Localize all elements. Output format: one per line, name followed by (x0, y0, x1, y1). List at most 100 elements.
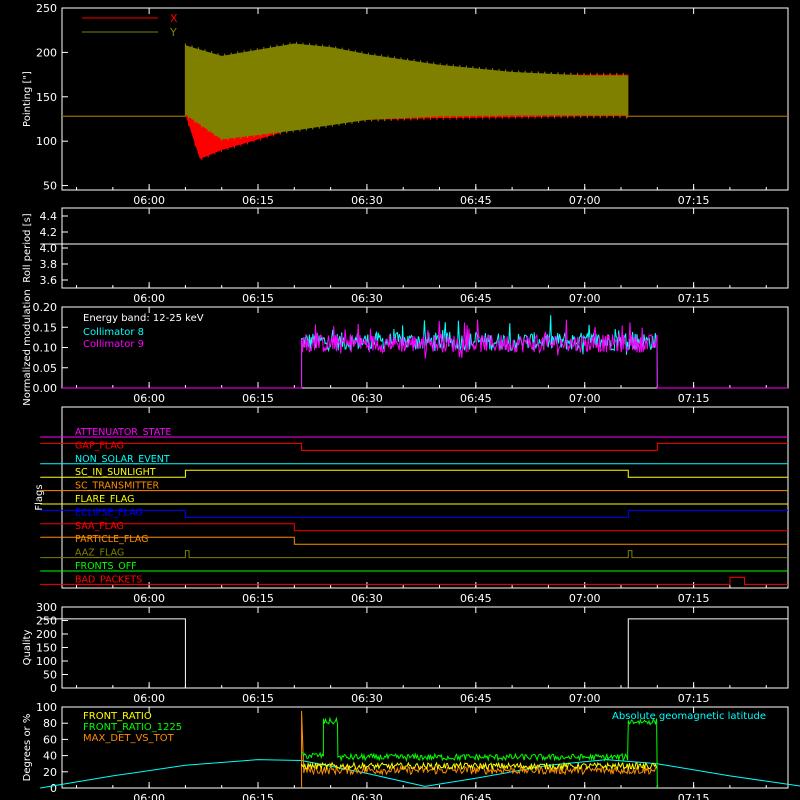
legend-label-collimator-8: Collimator 8 (83, 327, 144, 338)
quality-xtick-label: 07:15 (678, 692, 710, 705)
flag-label-aaz-flag: AAZ_FLAG (75, 548, 124, 559)
ratios-xtick-label: 07:00 (569, 792, 601, 800)
flags-xtick-label: 06:30 (351, 592, 383, 605)
ratios-ytick-label: 100 (36, 701, 57, 714)
quality-ytick-label: 100 (36, 655, 57, 668)
energy-band-annotation: Energy band: 12-25 keV (83, 313, 204, 324)
pointing-ytick-label: 250 (36, 2, 57, 15)
quality-xtick-label: 06:00 (133, 692, 165, 705)
modulation-ylabel: Normalized modulation (22, 289, 33, 406)
quality-xtick-label: 07:00 (569, 692, 601, 705)
modulation-xtick-label: 06:45 (460, 392, 492, 405)
ratios-ytick-label: 60 (43, 733, 57, 746)
legend-label-max-det-vs-tot: MAX_DET_VS_TOT (83, 733, 175, 744)
quality-xtick-label: 06:15 (242, 692, 274, 705)
series-y-line (62, 41, 788, 141)
series-front-ratio-1225 (301, 716, 658, 789)
legend-label-front-ratio-1225: FRONT_RATIO_1225 (83, 722, 182, 733)
flag-label-attenuator-state: ATTENUATOR_STATE (75, 427, 171, 438)
series-collimator-8 (62, 315, 788, 389)
roll-xtick-label: 07:00 (569, 292, 601, 305)
pointing-ytick-label: 50 (43, 180, 57, 193)
flag-label-flare-flag: FLARE_FLAG (75, 494, 135, 505)
roll-ytick-label: 4.0 (40, 242, 58, 255)
flag-particle-flag-trace (40, 536, 788, 545)
flag-sc-in-sunlight-trace (40, 469, 788, 478)
ratios-xtick-label: 06:30 (351, 792, 383, 800)
quality-ytick-label: 200 (36, 628, 57, 641)
flag-label-gap-flag: GAP_FLAG (75, 440, 124, 451)
flags-xtick-label: 06:15 (242, 592, 274, 605)
ratios-xtick-label: 07:15 (678, 792, 710, 800)
flags-xtick-label: 07:00 (569, 592, 601, 605)
modulation-ytick-label: 0.20 (33, 301, 58, 314)
pointing-ytick-label: 100 (36, 135, 57, 148)
flag-bad-packets-trace (40, 576, 788, 585)
quality-ytick-label: 0 (50, 682, 57, 695)
roll-ytick-label: 3.8 (40, 258, 58, 271)
flags-xtick-label: 06:45 (460, 592, 492, 605)
ratios-frame (61, 706, 789, 789)
quality-ytick-label: 150 (36, 642, 57, 655)
quality-ytick-label: 300 (36, 601, 57, 614)
modulation-panel: 06:00 06:15 06:30 06:45 07:00 07:15 0.00 0.05 0.… (22, 289, 789, 406)
roll-frame (61, 207, 789, 289)
roll-xtick-label: 06:00 (133, 292, 165, 305)
ratios-ytick-label: 80 (43, 717, 57, 730)
quality-xtick-label: 06:30 (351, 692, 383, 705)
quality-panel: 06:00 06:15 06:30 06:45 07:00 07:150501001502… (22, 601, 789, 705)
ratios-ytick-label: 40 (43, 750, 57, 763)
legend-label-y: Y (169, 26, 177, 39)
legend-label-x: X (170, 12, 178, 25)
roll-ytick-label: 4.2 (40, 226, 58, 239)
modulation-xtick-label: 07:15 (678, 392, 710, 405)
quality-ytick-label: 50 (43, 669, 57, 682)
roll-ytick-label: 3.6 (40, 274, 58, 287)
flag-label-non-solar-event: NON_SOLAR_EVENT (75, 454, 170, 465)
modulation-xtick-label: 06:15 (242, 392, 274, 405)
flag-label-eclipse-flag: ECLIPSE_FLAG (75, 507, 143, 518)
pointing-xtick-label: 06:15 (242, 194, 274, 207)
quality-trace (40, 618, 788, 689)
series-max-det-vs-tot (301, 711, 658, 788)
roll-xtick-label: 06:45 (460, 292, 492, 305)
modulation-xtick-label: 06:00 (133, 392, 165, 405)
modulation-ytick-label: 0.05 (33, 362, 58, 375)
quality-ylabel: Quality (22, 630, 33, 666)
flag-label-fronts-off: FRONTS_OFF (75, 561, 137, 572)
pointing-xtick-label: 06:00 (133, 194, 165, 207)
roll-xtick-label: 06:30 (351, 292, 383, 305)
ratios-xtick-label: 06:00 (133, 792, 165, 800)
flag-eclipse-flag-trace (40, 509, 788, 518)
flags-panel: 06:00 06:15 06:30 06:45 07:00 07:15 Flags ATTEN… (34, 406, 789, 605)
flag-label-particle-flag: PARTICLE_FLAG (75, 534, 148, 545)
pointing-frame (61, 7, 789, 191)
pointing-panel: 06:00 06:15 06:30 06:45 07:00 07:15 50 100 150 20… (22, 2, 789, 207)
flags-ylabel: Flags (34, 484, 45, 510)
pointing-ytick-label: 150 (36, 91, 57, 104)
roll-ylabel: Roll period [s] (22, 213, 33, 282)
modulation-ytick-label: 0.00 (33, 382, 58, 395)
series-geomagnetic-latitude (40, 759, 800, 789)
flag-gap-flag-trace (40, 442, 788, 451)
modulation-xtick-label: 06:30 (351, 392, 383, 405)
pointing-xtick-label: 06:30 (351, 194, 383, 207)
ratios-ylabel: Degrees or % (22, 714, 33, 782)
quality-xtick-label: 06:45 (460, 692, 492, 705)
ratios-xtick-label: 06:15 (242, 792, 274, 800)
ratios-ytick-label: 0 (50, 782, 57, 795)
flag-saa-flag-trace (40, 523, 788, 532)
series-collimator-9 (62, 319, 788, 389)
ratios-ytick-label: 20 (43, 766, 57, 779)
flag-label-sc-transmitter: SC_TRANSMITTER (75, 481, 160, 492)
quality-ytick-label: 250 (36, 615, 57, 628)
pointing-ytick-label: 200 (36, 46, 57, 59)
flags-xtick-label: 07:15 (678, 592, 710, 605)
flag-label-sc-in-sunlight: SC_IN_SUNLIGHT (75, 467, 156, 478)
pointing-ylabel: Pointing ["] (22, 71, 33, 127)
flags-frame (61, 406, 789, 589)
ratios-xtick-label: 06:45 (460, 792, 492, 800)
ratios-panel: 06:00 06:15 06:30 06:45 07:00 07:15 0 20 40 60 80 1… (22, 701, 800, 800)
flag-aaz-flag-trace (40, 550, 788, 559)
